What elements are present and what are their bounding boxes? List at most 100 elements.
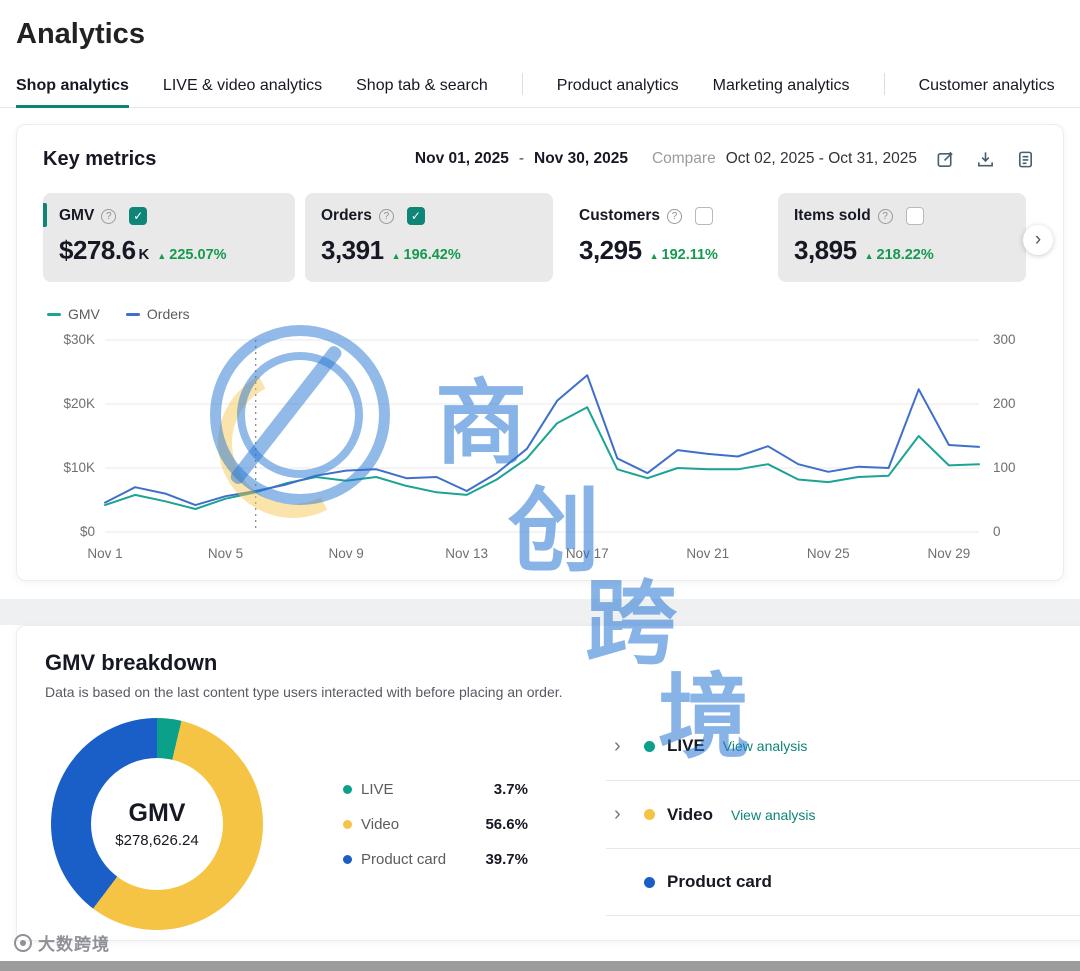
metric-card-customers[interactable]: Customers ? 3,295 ▲ 192.11% xyxy=(563,193,768,282)
legend-item-orders[interactable]: Orders xyxy=(125,306,190,322)
edit-icon[interactable] xyxy=(933,147,957,171)
donut-center: GMV $278,626.24 xyxy=(91,758,223,890)
metric-delta: ▲ 192.11% xyxy=(650,247,718,263)
legend-label: Product card xyxy=(361,850,447,868)
svg-text:Nov 17: Nov 17 xyxy=(566,546,609,561)
compare-range[interactable]: Oct 02, 2025 - Oct 31, 2025 xyxy=(725,150,917,167)
help-icon[interactable]: ? xyxy=(101,208,117,224)
metric-cards-row: GMV ? ✓ $278.6 K ▲ 225.07% Orders ? ✓ 3,… xyxy=(43,193,1053,282)
legend-label: LIVE xyxy=(361,780,394,798)
bottom-strip xyxy=(0,961,1080,971)
legend-label: Orders xyxy=(146,306,190,322)
legend-label: Video xyxy=(361,815,400,833)
svg-text:Nov 5: Nov 5 xyxy=(208,546,243,561)
download-icon[interactable] xyxy=(973,147,997,171)
orders-legend-dash xyxy=(125,312,140,316)
svg-text:Nov 1: Nov 1 xyxy=(87,546,122,561)
legend-row-video: Video 56.6% xyxy=(343,816,528,833)
metric-delta-pct: 196.42% xyxy=(403,247,461,263)
metric-label: Items sold xyxy=(794,207,871,224)
metric-label: Orders xyxy=(321,207,372,224)
view-analysis-link[interactable]: View analysis xyxy=(730,806,816,823)
legend-row-product-card: Product card 39.7% xyxy=(343,851,528,868)
expand-chevron-icon[interactable]: › xyxy=(614,734,621,757)
metric-label: Customers xyxy=(579,207,660,224)
legend-value: 56.6% xyxy=(485,815,528,833)
legend-item-gmv[interactable]: GMV xyxy=(47,306,100,322)
metric-card-orders[interactable]: Orders ? ✓ 3,391 ▲ 196.42% xyxy=(305,193,553,282)
up-arrow-icon: ▲ xyxy=(864,251,874,261)
donut-center-label: GMV xyxy=(128,799,186,827)
legend-label: GMV xyxy=(68,306,100,322)
help-icon[interactable]: ? xyxy=(378,208,394,224)
metric-checkbox[interactable]: ✓ xyxy=(406,207,425,225)
row-label: Video xyxy=(667,804,713,824)
metric-value: 3,295 xyxy=(579,235,642,265)
date-range-separator: - xyxy=(518,150,525,167)
svg-text:Nov 13: Nov 13 xyxy=(445,546,488,561)
key-metrics-card: Key metrics Nov 01, 2025 - Nov 30, 2025 … xyxy=(16,124,1064,581)
page-header: Analytics xyxy=(0,0,1080,57)
tab-product-analytics[interactable]: Product analytics xyxy=(556,77,679,94)
tab-customer-analytics[interactable]: Customer analytics xyxy=(918,77,1055,94)
trend-line-chart[interactable]: $0 0 $10K 100 $20K 200 $30K 300 Nov 1 Nov 5 Nov 9 N… xyxy=(43,326,1033,566)
metric-checkbox[interactable] xyxy=(905,207,924,225)
svg-text:100: 100 xyxy=(993,460,1016,475)
analysis-list: › LIVE View analysis › Video View analys… xyxy=(606,712,1080,916)
section-gap xyxy=(0,599,1080,625)
video-dot xyxy=(644,809,655,820)
legend-value: 39.7% xyxy=(485,850,528,868)
report-icon[interactable] xyxy=(1013,147,1037,171)
gmv-legend-dash xyxy=(47,312,61,316)
svg-text:0: 0 xyxy=(993,524,1001,539)
tab-marketing-analytics[interactable]: Marketing analytics xyxy=(712,77,850,94)
page-title: Analytics xyxy=(16,18,145,50)
footer-brand-logo: 大数跨境 xyxy=(14,930,110,955)
tab-live-video-analytics[interactable]: LIVE & video analytics xyxy=(162,77,323,94)
up-arrow-icon: ▲ xyxy=(157,251,167,261)
metric-value: $278.6 xyxy=(59,235,136,265)
metric-delta-pct: 225.07% xyxy=(169,247,227,263)
metrics-scroll-right-button[interactable]: › xyxy=(1023,225,1053,255)
compare-label: Compare xyxy=(651,150,716,167)
metric-label: GMV xyxy=(59,207,95,224)
svg-text:Nov 29: Nov 29 xyxy=(927,546,970,561)
metric-delta: ▲ 225.07% xyxy=(157,247,226,263)
breakdown-legend: LIVE 3.7% Video 56.6% Product card 39.7% xyxy=(343,781,528,868)
legend-row-live: LIVE 3.7% xyxy=(343,781,528,798)
help-icon[interactable]: ? xyxy=(877,208,893,224)
gmv-breakdown-subtitle: Data is based on the last content type u… xyxy=(45,684,563,700)
up-arrow-icon: ▲ xyxy=(649,251,659,261)
analysis-row-product-card[interactable]: › Product card xyxy=(606,848,1080,916)
analysis-row-live[interactable]: › LIVE View analysis xyxy=(606,712,1080,780)
metric-card-gmv[interactable]: GMV ? ✓ $278.6 K ▲ 225.07% xyxy=(43,193,295,282)
key-metrics-title: Key metrics xyxy=(43,147,157,170)
video-dot xyxy=(343,819,352,829)
brand-icon xyxy=(14,933,32,952)
legend-value: 3.7% xyxy=(493,780,528,798)
svg-text:200: 200 xyxy=(993,396,1016,411)
metric-card-items-sold[interactable]: Items sold ? 3,895 ▲ 218.22% xyxy=(778,193,1026,282)
metric-checkbox[interactable] xyxy=(694,207,713,225)
tab-bar: Shop analytics LIVE & video analytics Sh… xyxy=(0,57,1080,108)
svg-text:$10K: $10K xyxy=(63,460,95,475)
gmv-donut-chart[interactable]: GMV $278,626.24 xyxy=(51,718,263,930)
metric-checkbox[interactable]: ✓ xyxy=(129,207,148,225)
up-arrow-icon: ▲ xyxy=(391,251,401,261)
tab-shop-tab-search[interactable]: Shop tab & search xyxy=(356,77,488,94)
svg-text:$0: $0 xyxy=(80,524,95,539)
row-label: LIVE xyxy=(667,736,705,755)
tab-shop-analytics[interactable]: Shop analytics xyxy=(16,71,129,108)
tab-divider xyxy=(521,73,523,95)
analysis-row-video[interactable]: › Video View analysis xyxy=(606,780,1080,848)
product-card-dot xyxy=(343,854,352,864)
date-controls: Nov 01, 2025 - Nov 30, 2025 Compare Oct … xyxy=(415,147,1037,171)
svg-text:$20K: $20K xyxy=(63,396,95,411)
date-range-end[interactable]: Nov 30, 2025 xyxy=(534,150,628,167)
view-analysis-link[interactable]: View analysis xyxy=(722,738,808,754)
metric-delta-pct: 218.22% xyxy=(876,247,934,263)
expand-chevron-icon[interactable]: › xyxy=(614,803,621,825)
help-icon[interactable]: ? xyxy=(666,208,682,224)
brand-text: 大数跨境 xyxy=(38,935,110,954)
date-range-start[interactable]: Nov 01, 2025 xyxy=(414,150,509,167)
